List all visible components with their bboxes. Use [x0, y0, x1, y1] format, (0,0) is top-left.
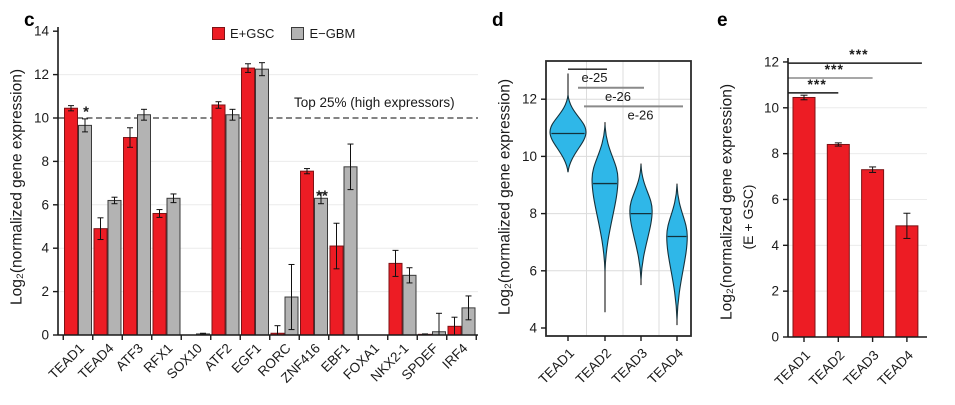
panel-e-letter: e: [717, 10, 728, 31]
svg-text:8: 8: [41, 154, 49, 169]
panel-d-ylabel: Log₂(normalized gene expression): [497, 79, 514, 315]
svg-text:10: 10: [522, 149, 537, 164]
svg-text:6: 6: [41, 197, 49, 212]
svg-text:*: *: [83, 104, 89, 121]
svg-text:e-25: e-25: [581, 70, 607, 85]
svg-text:TEAD4: TEAD4: [875, 347, 917, 389]
svg-text:TEAD3: TEAD3: [609, 346, 650, 387]
svg-text:10: 10: [764, 100, 779, 115]
svg-text:**: **: [316, 187, 328, 204]
panel-d-letter: d: [492, 10, 504, 31]
panel-e-chart: Log₂(normalized gene expression) (E + GS…: [719, 46, 927, 389]
svg-text:14: 14: [34, 24, 50, 39]
svg-text:2: 2: [41, 284, 49, 299]
legend-label-egsc: E+GSC: [230, 26, 275, 41]
svg-text:8: 8: [771, 146, 779, 161]
panel-c-chart: Log₂(normalized gene expression) 0 2 4 6 8 10…: [9, 24, 478, 386]
svg-text:***: ***: [825, 61, 844, 77]
panel-e-ylabel-sub: (E + GSC): [740, 185, 756, 250]
svg-text:12: 12: [522, 92, 537, 107]
svg-text:***: ***: [849, 46, 868, 62]
svg-text:12: 12: [34, 67, 49, 82]
svg-text:***: ***: [807, 76, 826, 92]
svg-text:IRF4: IRF4: [439, 340, 471, 372]
svg-text:TEAD3: TEAD3: [840, 348, 881, 389]
legend-item-egbm: E−GBM: [291, 26, 355, 41]
threshold-label: Top 25% (high expressors): [294, 95, 455, 110]
svg-text:0: 0: [771, 330, 779, 345]
svg-text:TEAD2: TEAD2: [573, 346, 614, 387]
panel-c-letter: c: [24, 10, 35, 31]
svg-text:TEAD1: TEAD1: [772, 348, 813, 389]
svg-text:4: 4: [529, 321, 537, 336]
legend-item-egsc: E+GSC: [212, 26, 274, 41]
panel-c-ylabel: Log₂(normalized gene expression): [9, 69, 26, 305]
panel-d-chart: Log₂(normalized gene expression) e-25 e-2…: [497, 60, 692, 387]
panel-e-ylabel: Log₂(normalized gene expression): [719, 84, 736, 320]
svg-text:TEAD1: TEAD1: [536, 346, 577, 387]
svg-text:4: 4: [41, 241, 49, 256]
legend: E+GSC E−GBM: [212, 26, 355, 41]
svg-text:ATF2: ATF2: [201, 341, 234, 374]
svg-text:6: 6: [771, 192, 779, 207]
svg-text:12: 12: [764, 54, 779, 69]
svg-text:6: 6: [529, 263, 537, 278]
svg-text:4: 4: [771, 238, 779, 253]
svg-text:TEAD2: TEAD2: [806, 348, 847, 389]
svg-text:TEAD4: TEAD4: [645, 345, 687, 387]
svg-text:ATF3: ATF3: [113, 341, 146, 374]
legend-label-egbm: E−GBM: [309, 26, 356, 41]
svg-text:10: 10: [34, 111, 49, 126]
svg-text:0: 0: [41, 328, 49, 343]
legend-swatch-egbm: [291, 27, 305, 40]
legend-swatch-egsc: [212, 27, 225, 40]
svg-text:2: 2: [771, 284, 779, 299]
svg-text:e-26: e-26: [605, 89, 631, 104]
svg-text:8: 8: [529, 206, 537, 221]
svg-text:e-26: e-26: [627, 107, 653, 122]
